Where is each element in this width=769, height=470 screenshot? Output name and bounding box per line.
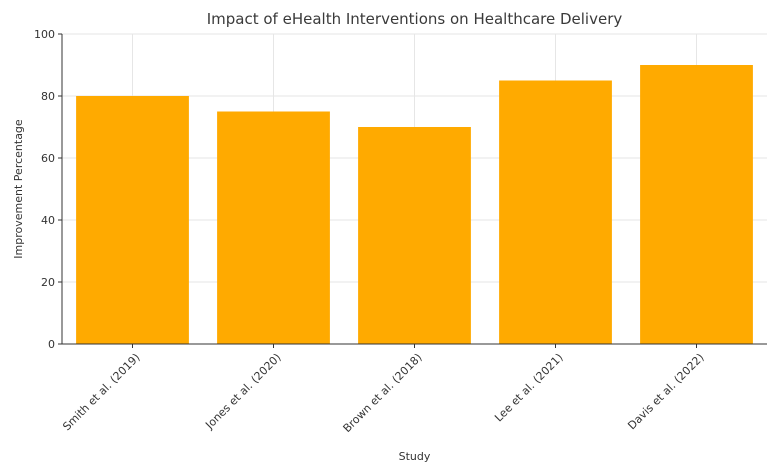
- x-tick-label: Lee et al. (2021): [492, 351, 565, 424]
- y-tick-label: 0: [48, 338, 55, 351]
- bars: [76, 65, 753, 344]
- bar: [640, 65, 753, 344]
- chart-title: Impact of eHealth Interventions on Healt…: [207, 10, 623, 28]
- y-tick-label: 80: [41, 90, 55, 103]
- y-tick-label: 40: [41, 214, 55, 227]
- y-tick-label: 60: [41, 152, 55, 165]
- bar: [76, 96, 189, 344]
- x-axis-label: Study: [399, 450, 431, 463]
- x-ticks: Smith et al. (2019) Jones et al. (2020) Br…: [60, 344, 707, 435]
- bar: [499, 80, 612, 344]
- x-tick-label: Smith et al. (2019): [60, 351, 142, 433]
- y-tick-label: 20: [41, 276, 55, 289]
- x-tick-label: Jones et al. (2020): [202, 351, 283, 432]
- x-tick-label: Brown et al. (2018): [340, 351, 424, 435]
- x-tick-label: Davis et al. (2022): [625, 351, 706, 432]
- bar: [217, 111, 330, 344]
- y-ticks: 0 20 40 60 80 100: [34, 28, 62, 351]
- y-axis-label: Improvement Percentage: [12, 119, 25, 259]
- bar: [358, 127, 471, 344]
- y-tick-label: 100: [34, 28, 55, 41]
